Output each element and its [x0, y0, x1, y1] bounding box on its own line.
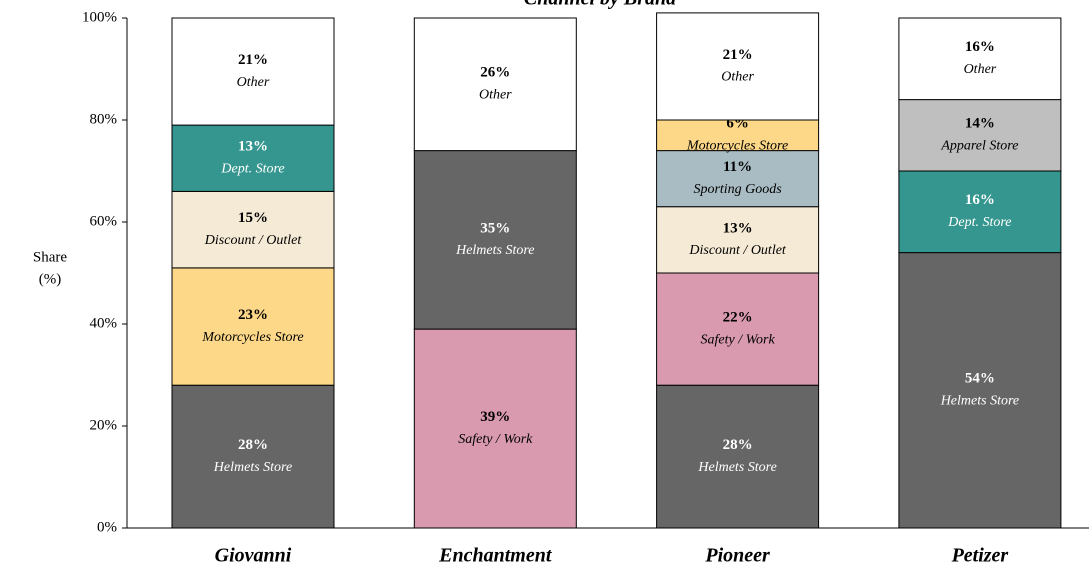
bar-segment	[656, 384, 820, 529]
segment-value-label: 16%	[965, 192, 995, 208]
segment-name-label: Dept. Store	[947, 215, 1011, 230]
segment-value-label: 11%	[723, 159, 752, 175]
bar-segment	[171, 124, 335, 192]
bar-segment	[413, 328, 577, 529]
bar-segment	[656, 119, 820, 152]
y-tick-label: 40%	[90, 315, 118, 331]
segment-name-label: Helmets Store	[697, 460, 776, 475]
segment-value-label: 15%	[238, 210, 268, 226]
segment-value-label: 13%	[723, 220, 753, 236]
x-tick-label: Giovanni	[215, 545, 292, 566]
segment-name-label: Safety / Work	[701, 332, 776, 347]
segment-value-label: 26%	[480, 65, 510, 81]
bar-segment	[898, 17, 1062, 101]
segment-value-label: 14%	[965, 116, 995, 132]
x-tick-label: Enchantment	[438, 545, 553, 566]
segment-name-label: Other	[964, 62, 997, 77]
bar-segment	[171, 17, 335, 126]
bar-segment	[898, 252, 1062, 529]
segment-name-label: Other	[237, 75, 270, 90]
y-axis-label: (%)	[39, 271, 62, 287]
segment-value-label: 13%	[238, 139, 268, 155]
y-tick-label: 80%	[90, 111, 118, 127]
segment-value-label: 21%	[723, 47, 753, 63]
segment-value-label: 35%	[480, 220, 510, 236]
y-tick-label: 0%	[97, 519, 117, 535]
y-axis-label: Share	[33, 249, 67, 265]
segment-value-label: 54%	[965, 371, 995, 387]
segment-name-label: Other	[721, 70, 754, 85]
segment-name-label: Discount / Outlet	[688, 243, 787, 258]
segment-value-label: 28%	[723, 437, 753, 453]
segment-value-label: 16%	[965, 39, 995, 55]
segment-value-label: 22%	[723, 310, 753, 326]
bar-segment	[898, 99, 1062, 172]
segment-value-label: 23%	[238, 307, 268, 323]
segment-name-label: Motorcycles Store	[686, 139, 788, 154]
bar-segment	[413, 150, 577, 330]
y-tick-label: 100%	[82, 9, 117, 25]
bar-segment	[656, 12, 820, 121]
y-tick-label: 20%	[90, 417, 118, 433]
y-tick-label: 60%	[90, 213, 118, 229]
x-tick-label: Pioneer	[704, 545, 770, 566]
bar-segment	[656, 150, 820, 208]
segment-name-label: Helmets Store	[455, 243, 534, 258]
segment-name-label: Discount / Outlet	[204, 233, 303, 248]
bar-segment	[413, 17, 577, 152]
bar-segment	[656, 272, 820, 386]
bar-segment	[898, 170, 1062, 254]
segment-name-label: Dept. Store	[220, 161, 284, 176]
segment-name-label: Helmets Store	[213, 460, 292, 475]
segment-value-label: 21%	[238, 52, 268, 68]
x-tick-label: Petizer	[951, 545, 1009, 566]
chart-title: Channel by Brand	[524, 0, 677, 10]
bar-segment	[171, 267, 335, 386]
segment-value-label: 28%	[238, 437, 268, 453]
bar-segment	[171, 190, 335, 269]
segment-name-label: Other	[479, 88, 512, 103]
bar-segment	[171, 384, 335, 529]
segment-name-label: Apparel Store	[940, 139, 1018, 154]
segment-name-label: Motorcycles Store	[201, 330, 303, 345]
segment-name-label: Sporting Goods	[693, 182, 782, 197]
segment-value-label: 39%	[480, 409, 510, 425]
segment-name-label: Helmets Store	[940, 394, 1019, 409]
bar-segment	[656, 206, 820, 274]
segment-name-label: Safety / Work	[458, 432, 533, 447]
